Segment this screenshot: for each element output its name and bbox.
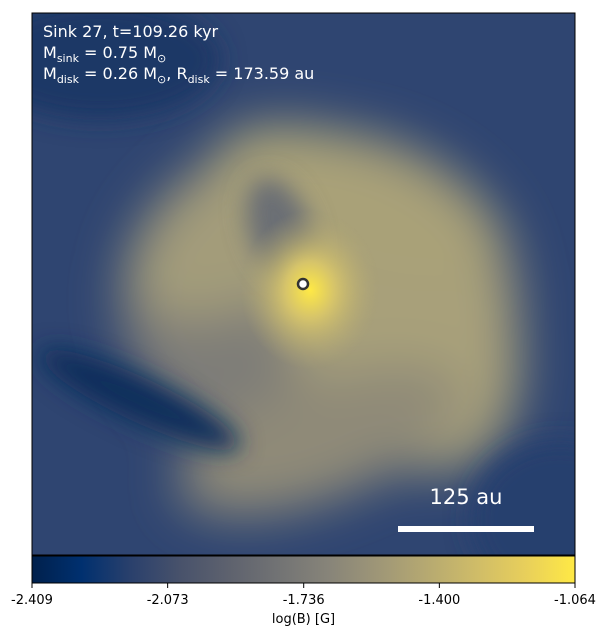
annotation-part: = 173.59 au: [210, 64, 315, 83]
plot-frame: [31, 12, 576, 556]
sink-marker: [296, 277, 310, 291]
colorbar-tick-label: -1.400: [418, 593, 460, 608]
annotation: Mdisk = 0.26 M⊙, Rdisk = 173.59 au: [43, 64, 314, 86]
colorbar-tick-label: -2.409: [11, 593, 53, 608]
annotation-part: disk: [188, 73, 211, 86]
colorbar-label: log(B) [G]: [272, 612, 335, 627]
colorbar-tick-label: -1.064: [554, 593, 596, 608]
annotation-part: M: [43, 43, 57, 62]
annotation-part: sink: [57, 52, 80, 65]
annotation-part: = 0.75 M: [79, 43, 157, 62]
colorbar-tick-label: -2.073: [147, 593, 189, 608]
colorbar-tick-label: -1.736: [283, 593, 325, 608]
annotation-part: ⊙: [157, 73, 166, 86]
annotation-part: , R: [166, 64, 187, 83]
colorbar: [31, 555, 576, 584]
annotation-part: disk: [57, 73, 80, 86]
annotation: Sink 27, t=109.26 kyr: [43, 22, 219, 41]
annotation-part: = 0.26 M: [79, 64, 157, 83]
annotation-part: M: [43, 64, 57, 83]
annotation-part: Sink 27, t=109.26 kyr: [43, 22, 219, 41]
field-map: 125 au: [32, 13, 575, 555]
annotation: Msink = 0.75 M⊙: [43, 43, 166, 65]
scale-bar-label: 125 au: [430, 485, 503, 509]
annotation-part: ⊙: [157, 52, 166, 65]
